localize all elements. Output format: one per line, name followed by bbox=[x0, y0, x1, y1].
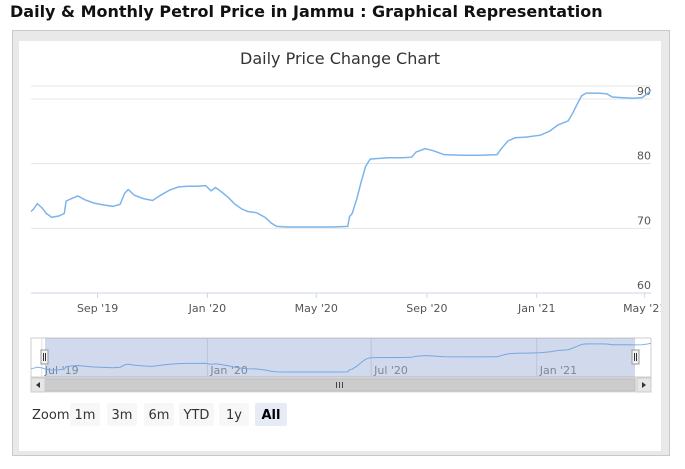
page-heading: Daily & Monthly Petrol Price in Jammu : … bbox=[10, 2, 603, 21]
x-tick-label: Jan '21 bbox=[517, 302, 555, 315]
x-tick-label: Sep '20 bbox=[406, 302, 447, 315]
y-axis-labels: 60 70 80 90 bbox=[637, 85, 651, 292]
y-tick-label: 80 bbox=[637, 150, 651, 163]
zoom-button-ytd-label: YTD bbox=[183, 408, 210, 423]
zoom-button-1m[interactable]: 1m bbox=[70, 403, 100, 426]
zoom-button-ytd[interactable]: YTD bbox=[179, 403, 214, 426]
zoom-button-6m-label: 6m bbox=[149, 408, 170, 423]
x-tick-label: Jan '20 bbox=[188, 302, 226, 315]
zoom-button-1y-label: 1y bbox=[226, 408, 242, 423]
scroll-right-button[interactable] bbox=[636, 377, 652, 393]
navigator-series bbox=[30, 342, 652, 373]
zoom-button-3m-label: 3m bbox=[112, 408, 133, 423]
chart-panel: Daily Price Change Chart Sep '19 Jan '20 M… bbox=[19, 41, 661, 451]
zoom-button-all[interactable]: All bbox=[255, 403, 287, 426]
arrow-right-icon bbox=[642, 382, 646, 388]
zoom-label: Zoom bbox=[32, 408, 69, 423]
zoom-button-6m[interactable]: 6m bbox=[144, 403, 174, 426]
y-tick-label: 60 bbox=[637, 279, 651, 292]
navigator-background bbox=[30, 337, 652, 378]
price-line bbox=[30, 89, 652, 228]
zoom-button-1y[interactable]: 1y bbox=[219, 403, 249, 426]
chart-title: Daily Price Change Chart bbox=[240, 49, 440, 68]
series-group bbox=[30, 89, 652, 228]
navigator-handle-left[interactable] bbox=[40, 349, 49, 365]
navigator-mask[interactable] bbox=[45, 338, 635, 377]
x-tick-label: May '20 bbox=[295, 302, 338, 315]
scroll-left-button[interactable] bbox=[30, 377, 46, 393]
scrollbar[interactable] bbox=[30, 377, 652, 393]
x-tick-label: Sep '19 bbox=[77, 302, 118, 315]
x-axis-labels: Sep '19 Jan '20 May '20 Sep '20 Jan '21 May '… bbox=[77, 293, 661, 315]
navigator-label: Jul '19 bbox=[44, 364, 79, 377]
navigator-label: Jan '21 bbox=[539, 364, 577, 377]
zoom-button-1m-label: 1m bbox=[75, 408, 96, 423]
navigator-label: Jul '20 bbox=[373, 364, 408, 377]
range-selector: Zoom 1m 3m 6m YTD 1y bbox=[32, 403, 287, 426]
navigator-handle-right[interactable] bbox=[631, 349, 640, 365]
y-gridlines bbox=[31, 85, 651, 229]
y-tick-label: 90 bbox=[637, 85, 651, 98]
scrollbar-grip-icon bbox=[336, 382, 343, 388]
y-tick-label: 70 bbox=[637, 214, 651, 227]
zoom-button-3m[interactable]: 3m bbox=[107, 403, 137, 426]
x-tick-label: May '21 bbox=[623, 302, 661, 315]
price-chart: Daily Price Change Chart Sep '19 Jan '20 M… bbox=[30, 49, 661, 426]
zoom-button-all-label: All bbox=[262, 408, 281, 423]
arrow-left-icon bbox=[36, 382, 40, 388]
